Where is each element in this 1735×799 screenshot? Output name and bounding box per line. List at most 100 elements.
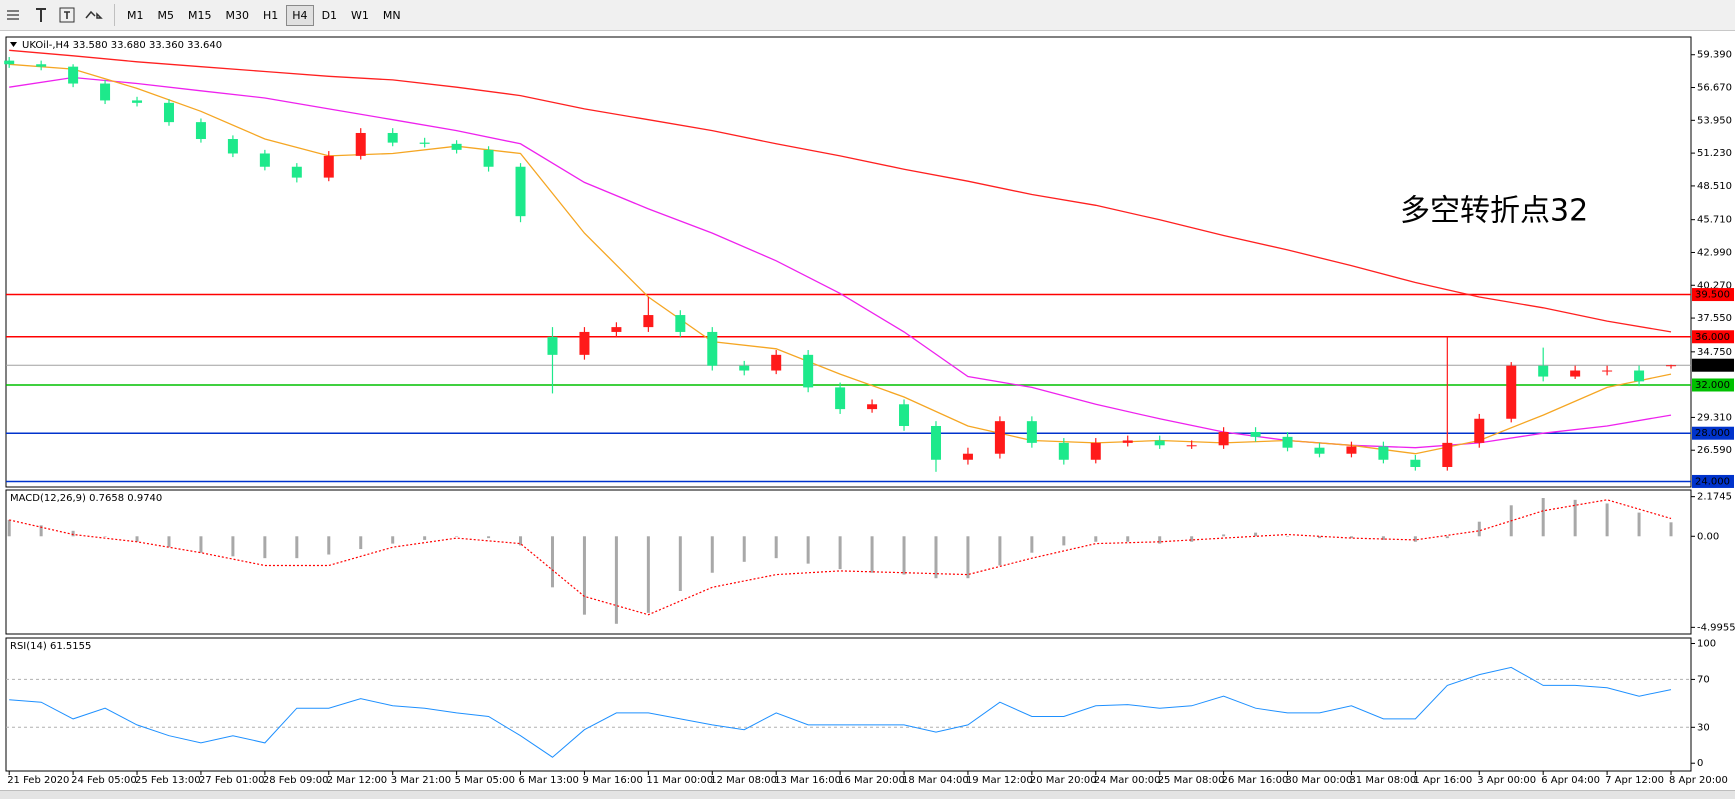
macd-bar	[934, 536, 938, 579]
candle-body	[36, 64, 47, 67]
macd-bar	[199, 536, 203, 553]
candle-body	[675, 315, 686, 332]
timeframe-button[interactable]: H1	[263, 8, 279, 22]
y-tick-label: 59.390	[1697, 50, 1732, 61]
macd-bar	[1605, 503, 1609, 537]
level-label: 33.640	[1695, 360, 1730, 371]
level-label: 32.000	[1695, 380, 1730, 391]
timeframe-button[interactable]: H4	[286, 4, 314, 26]
macd-bar	[1477, 521, 1481, 537]
x-tick-label: 25 Mar 08:00	[1158, 775, 1225, 786]
candle-body	[611, 327, 622, 332]
timeframe-button[interactable]: M15	[188, 8, 212, 22]
level-label-bg	[1692, 426, 1734, 440]
candle-body	[419, 142, 430, 144]
macd-bar	[1286, 536, 1290, 537]
macd-bar	[806, 536, 810, 564]
x-tick-label: 9 Mar 16:00	[582, 775, 642, 786]
macd-bar	[1062, 536, 1066, 546]
macd-bar	[167, 536, 171, 548]
candle-body	[739, 365, 750, 371]
candle-body	[1474, 418, 1485, 443]
macd-bar	[1637, 512, 1641, 537]
macd-bar	[391, 536, 395, 544]
candle-body	[643, 315, 654, 328]
candle-body	[4, 60, 15, 65]
x-tick-label: 1 Apr 16:00	[1413, 775, 1472, 786]
candle-body	[387, 132, 398, 143]
rsi-line	[9, 666, 1672, 758]
macd-bar	[1349, 536, 1353, 539]
timeframe-button[interactable]: D1	[321, 8, 338, 22]
y-tick-label: 48.510	[1697, 181, 1732, 192]
macd-bar	[1030, 536, 1034, 553]
x-tick-label: 6 Mar 13:00	[519, 775, 579, 786]
x-tick-label: 12 Mar 08:00	[710, 775, 777, 786]
candle-body	[1122, 440, 1133, 443]
x-tick-label: 30 Mar 00:00	[1286, 775, 1353, 786]
candle-body	[707, 331, 718, 366]
x-tick-label: 27 Feb 01:00	[199, 775, 265, 786]
timeframe-button[interactable]: MN	[382, 8, 401, 22]
candle-body	[259, 153, 270, 167]
macd-bar	[550, 536, 554, 588]
panel-title: UKOil-,H4 33.580 33.680 33.360 33.640	[22, 40, 222, 51]
level-label-bg	[1692, 358, 1734, 372]
macd-bar	[1094, 536, 1098, 542]
candle-body	[291, 166, 302, 178]
macd-bar	[710, 536, 714, 573]
candle-body	[163, 102, 174, 123]
timeframe-button[interactable]: M1	[127, 8, 144, 22]
x-tick-label: 11 Mar 00:00	[646, 775, 713, 786]
macd-bar	[103, 536, 107, 537]
candle-body	[1314, 447, 1325, 454]
separator	[114, 4, 115, 26]
timeframe-button[interactable]: M30	[225, 8, 250, 22]
candle-body	[1442, 442, 1453, 467]
y-tick-label: 45.710	[1697, 215, 1732, 226]
x-tick-label: 6 Apr 04:00	[1541, 775, 1600, 786]
x-tick-label: 31 Mar 08:00	[1349, 775, 1416, 786]
level-label: 39.500	[1695, 290, 1730, 301]
x-tick-label: 7 Apr 12:00	[1605, 775, 1664, 786]
candle-body	[1218, 432, 1229, 446]
macd-bar	[774, 536, 778, 559]
y-tick-label: 26.590	[1697, 445, 1732, 456]
timeframe-button[interactable]: W1	[351, 8, 369, 22]
candle-body	[1570, 370, 1581, 377]
macd-bar	[998, 536, 1002, 566]
macd-bar	[327, 536, 331, 555]
y-tick-label: 42.990	[1697, 247, 1732, 258]
macd-bar	[231, 536, 235, 557]
candle-body	[132, 100, 143, 103]
crosshair-icon[interactable]	[4, 4, 26, 26]
macd-bar	[646, 536, 650, 613]
macd-bar	[1158, 536, 1162, 544]
panel-title: RSI(14) 61.5155	[10, 641, 91, 652]
candle-body	[68, 66, 79, 84]
candle-body	[100, 83, 111, 101]
macd-bar	[1669, 522, 1673, 537]
macd-bar	[1222, 534, 1226, 537]
moving-average	[9, 49, 1672, 333]
macd-bar	[1254, 532, 1258, 537]
candle-body	[355, 132, 366, 156]
toolbar: M1 M5 M15 M30 H1 H4 D1 W1 MN	[0, 0, 1735, 31]
label-icon[interactable]	[56, 4, 78, 26]
candle-body	[867, 404, 878, 410]
x-tick-label: 21 Feb 2020	[7, 775, 69, 786]
text-icon[interactable]	[30, 4, 52, 26]
timeframe-button[interactable]: M5	[157, 8, 175, 22]
moving-average	[9, 76, 1672, 449]
shapes-icon[interactable]	[82, 4, 104, 26]
x-tick-label: 25 Feb 13:00	[135, 775, 201, 786]
x-tick-label: 28 Feb 09:00	[263, 775, 329, 786]
x-tick-label: 8 Apr 20:00	[1669, 775, 1728, 786]
y-tick-label: 53.950	[1697, 115, 1732, 126]
candle-body	[1282, 436, 1293, 448]
candle-body	[1378, 446, 1389, 460]
macd-bar	[742, 536, 746, 562]
candle-body	[323, 155, 334, 178]
y-tick-label: -4.9955	[1697, 622, 1735, 633]
candle-body	[1410, 459, 1421, 467]
